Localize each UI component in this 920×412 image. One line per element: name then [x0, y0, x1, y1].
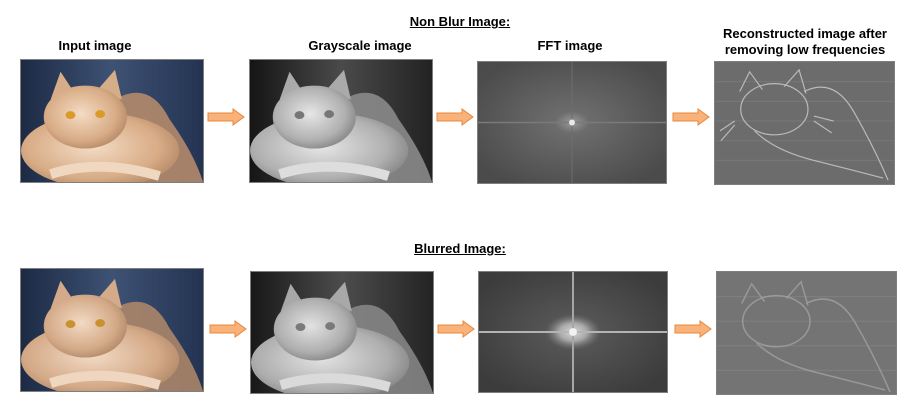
row1-arrow-3-icon — [672, 108, 710, 126]
blurred-section-title: Blurred Image: — [414, 241, 506, 256]
input-image-color-cat — [20, 59, 204, 183]
blurred-input-image-color-cat — [20, 268, 204, 392]
row2-arrow-3-icon — [674, 320, 712, 338]
input-image-label: Input image — [58, 38, 132, 53]
fft-image-spectrum — [477, 61, 667, 184]
blurred-reconstructed-image-high-pass — [716, 271, 897, 395]
row2-arrow-1-icon — [209, 320, 247, 338]
fft-image-label: FFT image — [537, 38, 603, 53]
blurred-fft-image-spectrum — [478, 271, 668, 393]
reconstructed-image-high-pass — [714, 61, 895, 185]
reconstructed-image-label-line2: removing low frequencies — [724, 42, 886, 57]
non-blur-section-title: Non Blur Image: — [409, 14, 511, 29]
grayscale-image-cat — [249, 59, 433, 183]
blurred-grayscale-image-cat — [250, 271, 434, 394]
grayscale-image-label: Grayscale image — [308, 38, 412, 53]
row2-arrow-2-icon — [437, 320, 475, 338]
row1-arrow-2-icon — [436, 108, 474, 126]
reconstructed-image-label-line1: Reconstructed image after — [723, 26, 887, 41]
row1-arrow-1-icon — [207, 108, 245, 126]
